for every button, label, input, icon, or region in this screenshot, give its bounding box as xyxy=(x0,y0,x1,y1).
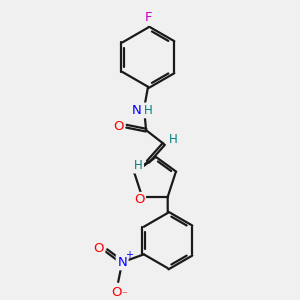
Text: F: F xyxy=(144,11,152,24)
Text: N: N xyxy=(117,256,127,269)
Text: N: N xyxy=(131,104,141,117)
Text: ⁻: ⁻ xyxy=(121,290,127,300)
Text: H: H xyxy=(169,134,178,146)
Text: O: O xyxy=(111,286,122,299)
Text: +: + xyxy=(125,250,133,260)
Text: H: H xyxy=(134,159,142,172)
Text: O: O xyxy=(93,242,104,255)
Text: O: O xyxy=(134,194,145,206)
Text: H: H xyxy=(144,104,152,117)
Text: O: O xyxy=(113,120,124,133)
